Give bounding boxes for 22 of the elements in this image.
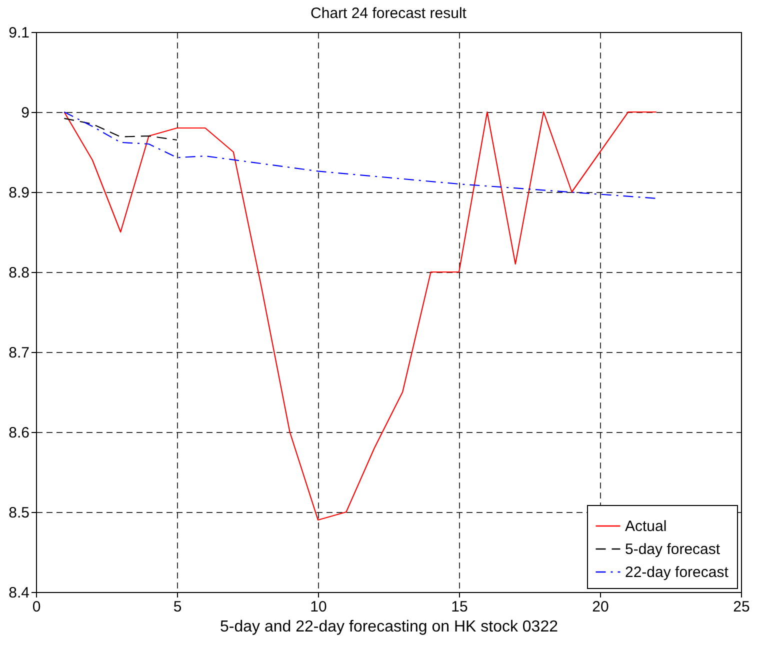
- y-tick-label: 8.7: [8, 344, 30, 362]
- y-tick-label: 8.5: [8, 504, 30, 522]
- x-tick-label: 25: [733, 598, 750, 616]
- legend-label: Actual: [625, 518, 667, 535]
- chart-title: Chart 24 forecast result: [310, 5, 468, 22]
- x-tick-label: 10: [310, 598, 327, 616]
- x-tick-label: 15: [451, 598, 468, 616]
- y-tick-label: 8.6: [8, 424, 30, 442]
- x-tick-label: 5: [173, 598, 182, 616]
- line-series: [64, 118, 178, 141]
- y-tick-label: 8.4: [8, 584, 30, 602]
- legend-label: 5-day forecast: [625, 541, 721, 558]
- line-series: [64, 111, 657, 521]
- y-tick-label: 8.9: [8, 184, 30, 202]
- legend-label: 22-day forecast: [625, 564, 730, 581]
- x-axis-title: 5-day and 22-day forecasting on HK stock 0322: [220, 618, 558, 636]
- x-tick-label: 0: [32, 598, 41, 616]
- y-tick-label: 9: [21, 104, 30, 122]
- y-tick-label: 9.1: [8, 24, 30, 42]
- line-series: [64, 111, 657, 199]
- y-tick-label: 8.8: [8, 264, 30, 282]
- x-tick-label: 20: [592, 598, 609, 616]
